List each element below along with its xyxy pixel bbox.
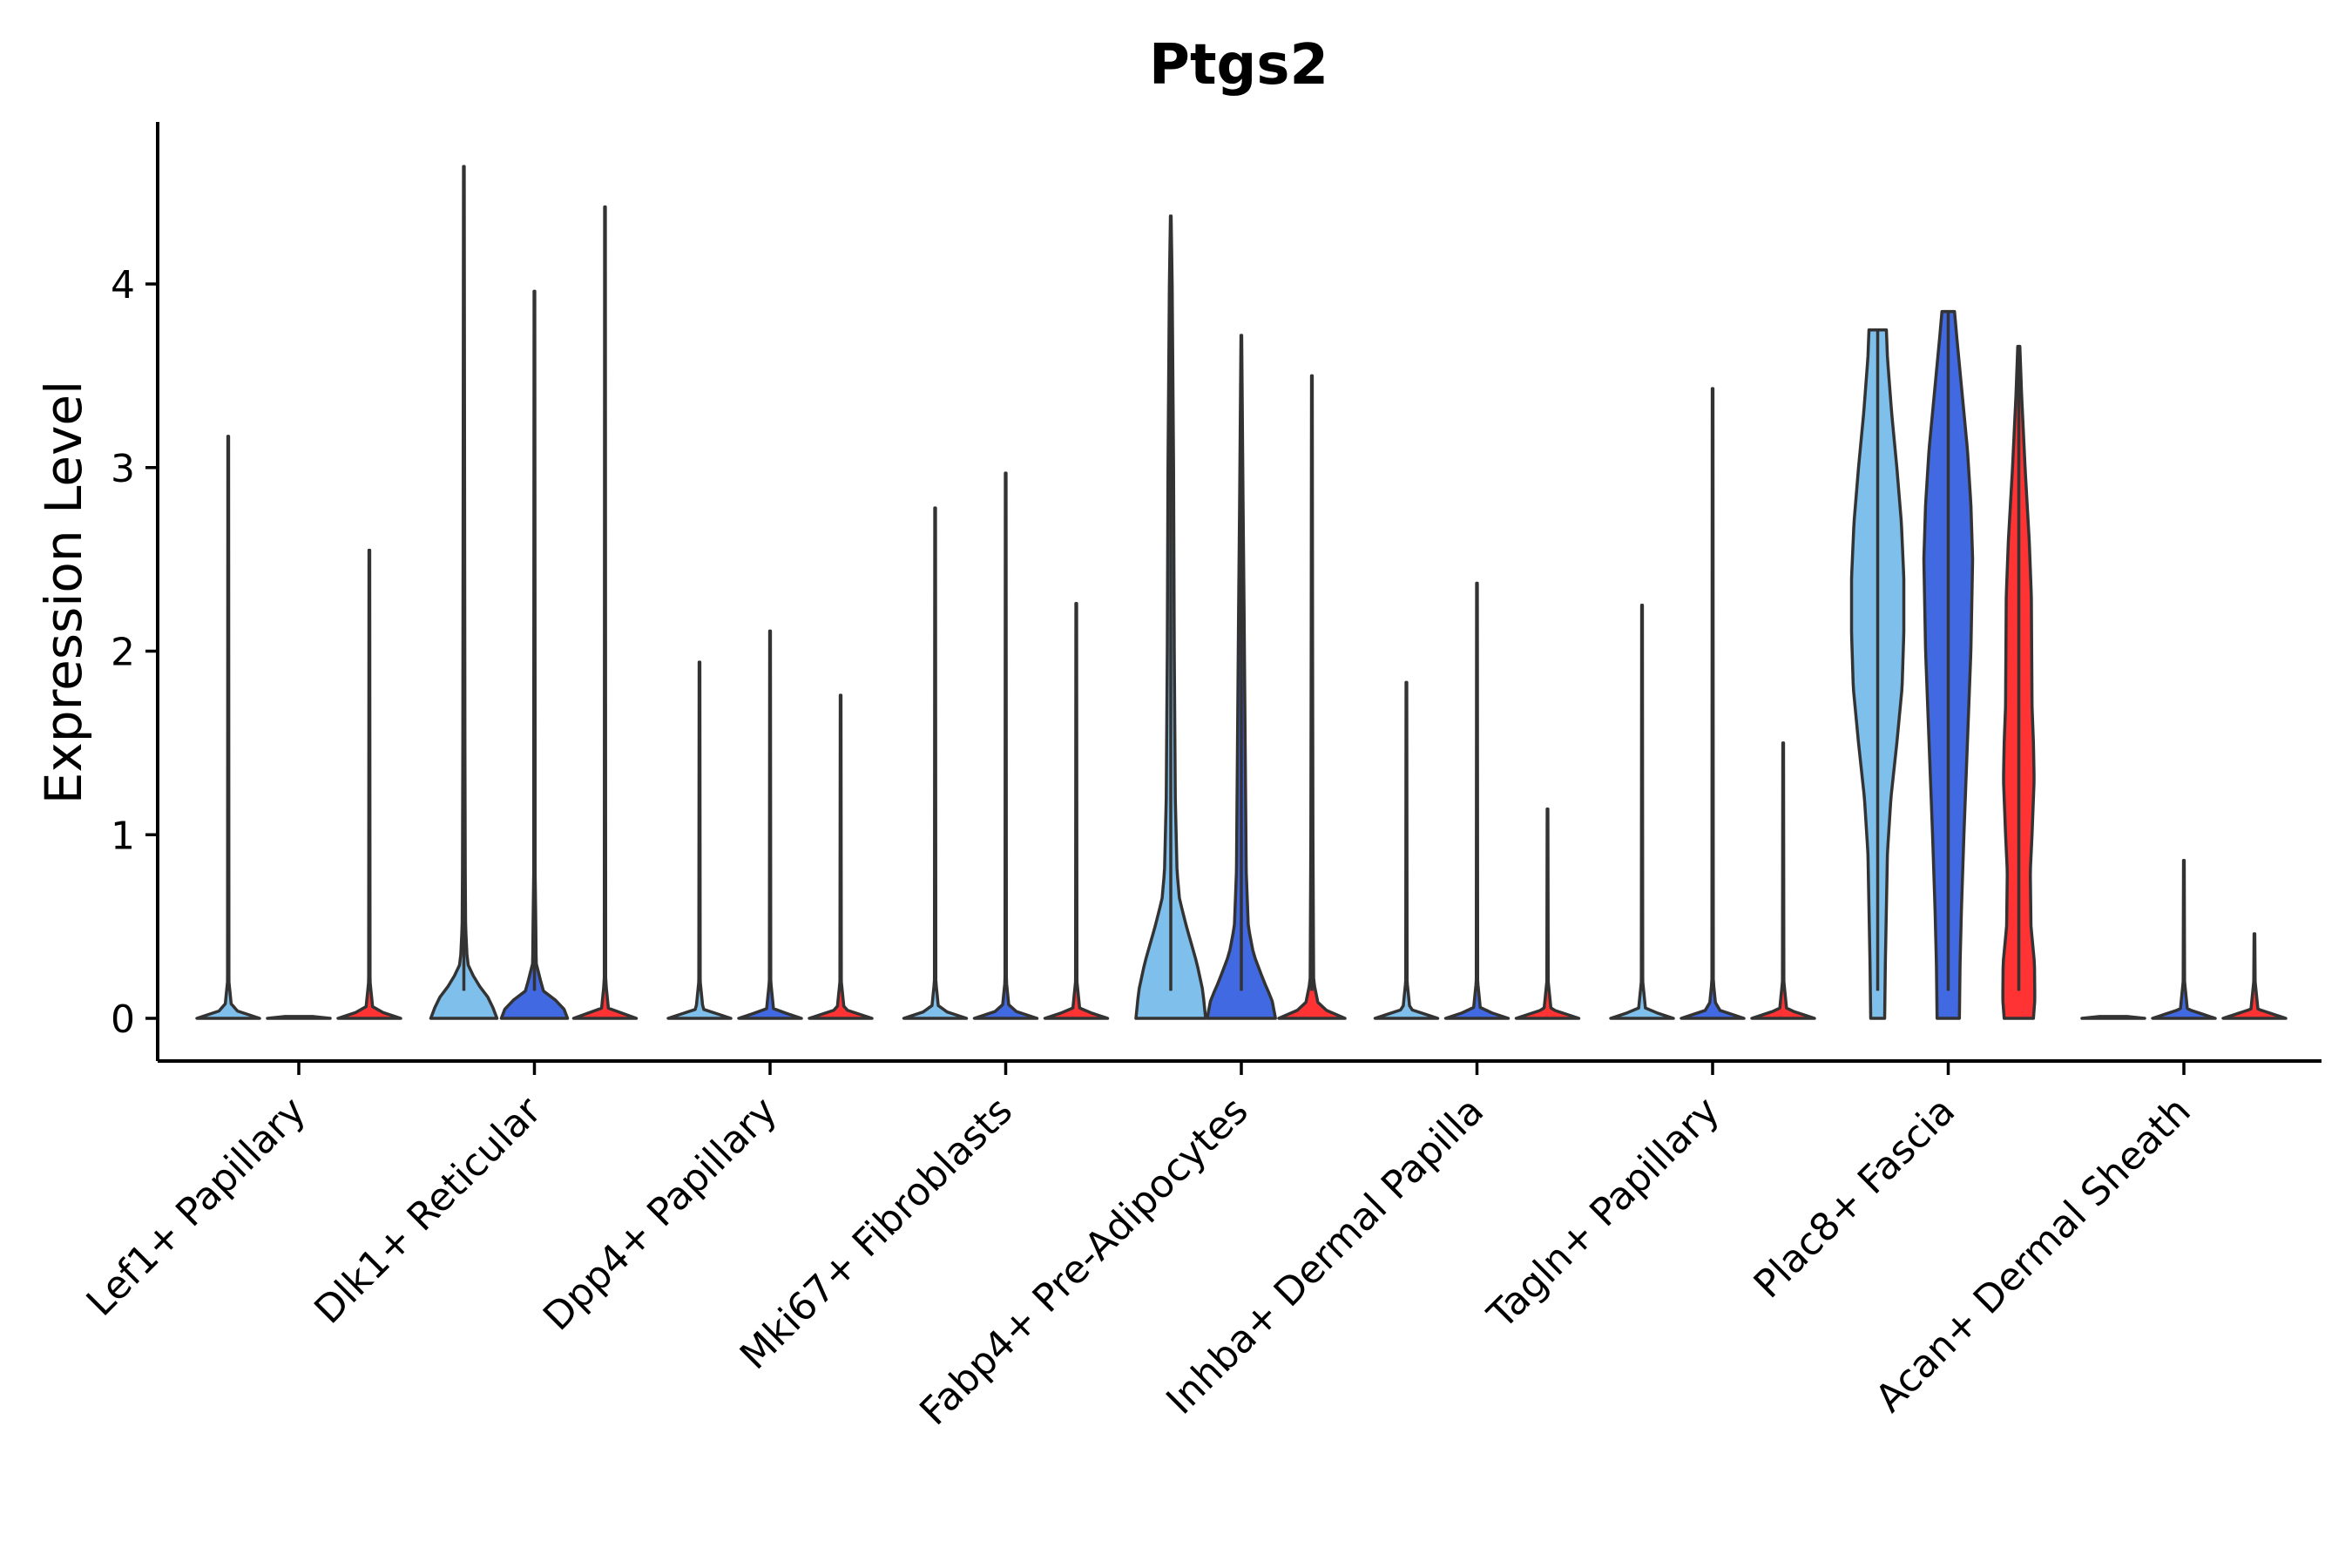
x-tick-label: Dpp4+ Papillary — [535, 1089, 786, 1340]
y-axis-label: Expression Level — [34, 381, 93, 804]
x-tick-label: Plac8+ Fascia — [1746, 1089, 1964, 1308]
y-ticks: 0 1 2 3 4 — [111, 263, 158, 1042]
y-tick-label: 2 — [111, 631, 135, 675]
violin-shape — [2080, 1015, 2146, 1020]
violin-shape — [266, 1015, 332, 1020]
chart-title: Ptgs2 — [1149, 33, 1328, 98]
x-tick-label: Tagln+ Papillary — [1479, 1089, 1728, 1338]
y-tick-label: 3 — [111, 447, 135, 491]
x-tick-label: Mki67+ Fibroblasts — [732, 1089, 1021, 1378]
violins-layer — [195, 165, 2288, 1020]
axes-layer — [156, 122, 2322, 1063]
x-tick-label: Dlk1+ Reticular — [306, 1088, 551, 1333]
y-tick-label: 1 — [111, 814, 135, 858]
y-tick-label: 0 — [111, 997, 135, 1042]
x-tick-label: Lef1+ Papillary — [78, 1089, 314, 1325]
y-tick-label: 4 — [111, 263, 135, 308]
